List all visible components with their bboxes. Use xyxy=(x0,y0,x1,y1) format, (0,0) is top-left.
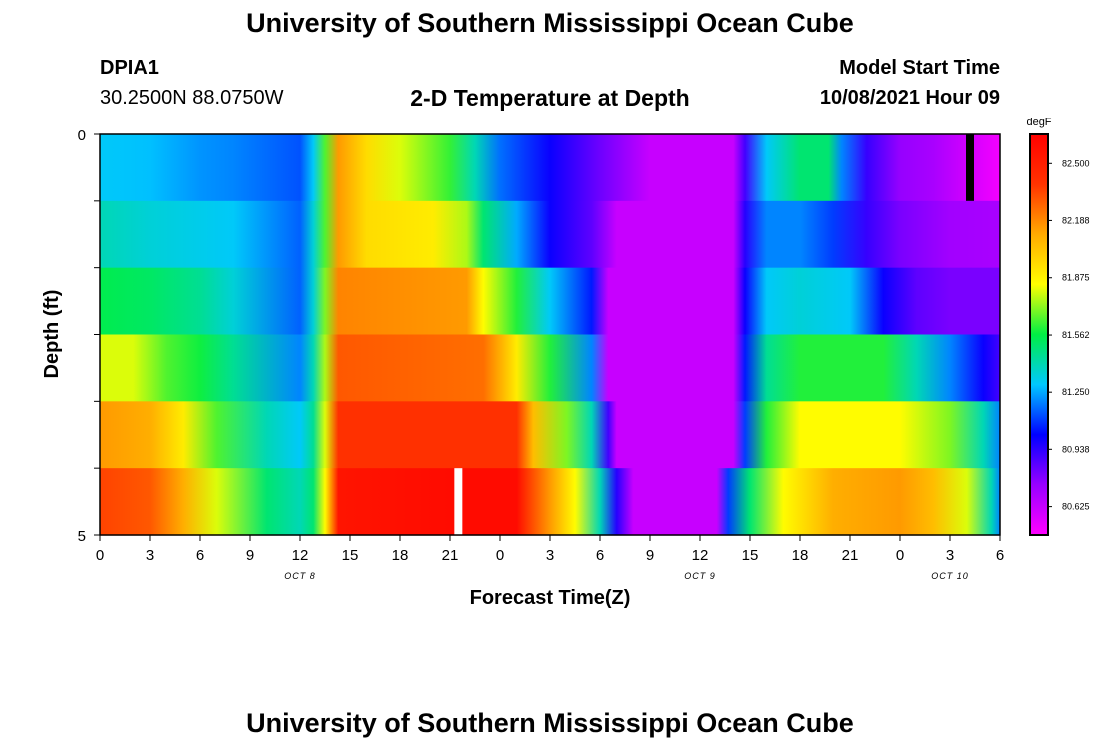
x-tick-label: 3 xyxy=(146,547,154,564)
x-tick-label: 12 xyxy=(292,547,309,564)
colorbar-label: 80.938 xyxy=(1062,444,1090,454)
x-axis-label: Forecast Time(Z) xyxy=(470,587,631,609)
colorbar-label: 80.625 xyxy=(1062,502,1090,512)
x-tick-label: 3 xyxy=(946,547,954,564)
date-label: OCT 8 xyxy=(284,571,316,581)
page-title: University of Southern Mississippi Ocean… xyxy=(246,8,854,38)
colorbar-label: 81.250 xyxy=(1062,387,1090,397)
x-tick-label: 9 xyxy=(246,547,254,564)
x-tick-label: 0 xyxy=(96,547,104,564)
x-tick-label: 18 xyxy=(392,547,409,564)
station-id: DPIA1 xyxy=(100,57,159,79)
colorbar-unit: degF xyxy=(1026,118,1051,128)
x-tick-label: 0 xyxy=(896,547,904,564)
y-tick-label: 0 xyxy=(78,127,86,144)
x-tick-label: 12 xyxy=(692,547,709,564)
depth-layer-2 xyxy=(100,267,1000,336)
x-tick-label: 3 xyxy=(546,547,554,564)
x-tick-label: 15 xyxy=(342,547,359,564)
x-tick-label: 9 xyxy=(646,547,654,564)
y-axis-label: Depth (ft) xyxy=(41,290,63,379)
depth-layer-0 xyxy=(100,134,1000,202)
heatmap-layers xyxy=(100,134,1000,536)
depth-layer-5 xyxy=(100,468,1000,536)
plot-title: 2-D Temperature at Depth xyxy=(410,85,690,111)
depth-layer-4 xyxy=(100,401,1000,469)
missing-marker-1 xyxy=(454,468,463,535)
footer-title: University of Southern Mississippi Ocean… xyxy=(246,708,854,738)
x-tick-label: 21 xyxy=(442,547,459,564)
missing-data-markers xyxy=(454,134,974,535)
x-tick-label: 6 xyxy=(596,547,604,564)
colorbar-label: 81.875 xyxy=(1062,273,1090,283)
colorbar-label: 82.188 xyxy=(1062,215,1090,225)
x-tick-label: 6 xyxy=(196,547,204,564)
date-label: OCT 9 xyxy=(684,571,716,581)
model-start-label: Model Start Time xyxy=(839,57,1000,79)
x-tick-label: 6 xyxy=(996,547,1004,564)
model-start-time: 10/08/2021 Hour 09 xyxy=(819,87,1000,109)
station-coordinates: 30.2500N 88.0750W xyxy=(100,87,284,109)
x-tick-label: 18 xyxy=(792,547,809,564)
colorbar-label: 81.562 xyxy=(1062,330,1090,340)
colorbar: degF 82.500 82.188 81.875 81.562 81.250 80.938… xyxy=(1026,118,1090,536)
x-tick-label: 0 xyxy=(496,547,504,564)
colorbar-label: 82.500 xyxy=(1062,158,1090,168)
depth-layer-3 xyxy=(100,334,1000,402)
colorbar-gradient xyxy=(1029,133,1049,536)
x-tick-label: 21 xyxy=(842,547,859,564)
depth-layer-1 xyxy=(100,200,1000,269)
date-label: OCT 10 xyxy=(931,571,969,581)
temperature-depth-heatmap: 0 3 6 9 12 15 18 21 0 3 6 9 12 15 18 21 0 3 6 OCT 8 OCT 9 OCT… xyxy=(41,118,1090,609)
missing-marker-0 xyxy=(966,134,974,201)
x-axis: 0 3 6 9 12 15 18 21 0 3 6 9 12 15 18 21 0 3 6 OCT 8 OCT 9 OCT… xyxy=(96,535,1004,581)
y-axis: 05 xyxy=(78,127,100,545)
y-tick-label: 5 xyxy=(78,528,86,545)
x-tick-label: 15 xyxy=(742,547,759,564)
